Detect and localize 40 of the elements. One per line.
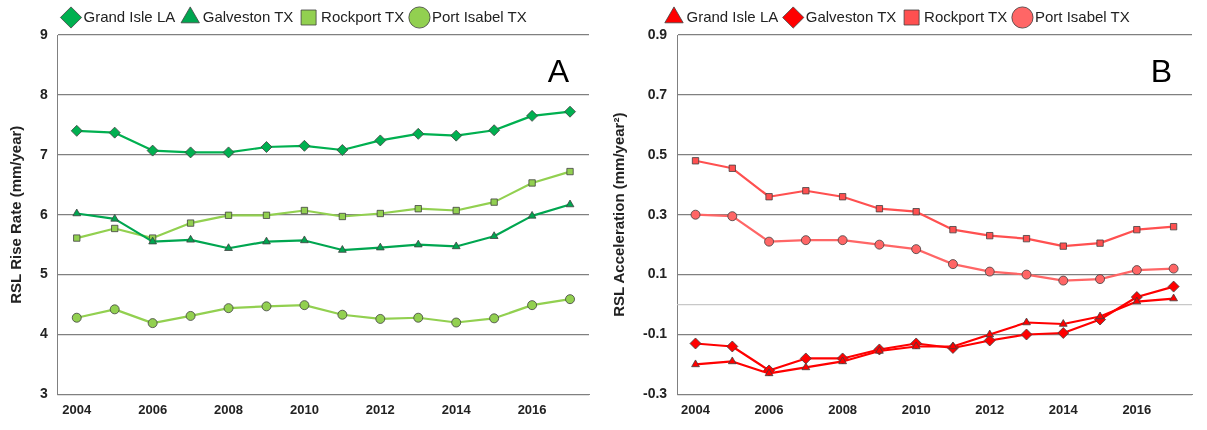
- y-tick-label: 8: [39, 85, 48, 102]
- x-tick-label: 2008: [828, 401, 858, 417]
- legend-label: Rockport TX: [924, 7, 1008, 25]
- y-tick-label: 0.9: [647, 25, 668, 42]
- legend-label: Port Isabel TX: [1034, 7, 1130, 25]
- y-tick-label: 6: [39, 205, 48, 222]
- y-tick-label: 7: [39, 145, 48, 162]
- y-tick-label: 0.7: [647, 85, 668, 102]
- y-tick-label: 4: [39, 325, 48, 342]
- x-tick-label: 2012: [975, 401, 1005, 417]
- y-tick-label: 0.5: [647, 145, 668, 162]
- x-tick-label: 2012: [365, 401, 395, 417]
- legend-label: Port Isabel TX: [431, 7, 527, 25]
- x-tick-label: 2004: [681, 401, 711, 417]
- y-tick-label: 3: [39, 385, 48, 402]
- legend-label: Galveston TX: [805, 7, 897, 25]
- x-tick-label: 2004: [62, 401, 92, 417]
- x-tick-label: 2006: [138, 401, 168, 417]
- x-tick-label: 2014: [441, 401, 472, 417]
- legend-label: Grand Isle LA: [686, 7, 779, 25]
- y-tick-label: -0.3: [643, 385, 668, 402]
- legend-label: Grand Isle LA: [83, 7, 176, 25]
- x-tick-label: 2008: [214, 401, 243, 417]
- y-tick-label: 5: [39, 265, 48, 282]
- y-tick-label: 0.3: [647, 205, 668, 222]
- y-tick-label: 9: [39, 25, 48, 42]
- x-tick-label: 2016: [1122, 401, 1152, 417]
- legend-label: Rockport TX: [321, 7, 405, 25]
- x-tick-label: 2010: [289, 401, 319, 417]
- legend-label: Galveston TX: [202, 7, 294, 25]
- y-axis-title: RSL Rise Rate (mm/year): [7, 125, 25, 304]
- y-tick-label: 0.1: [647, 265, 668, 282]
- x-tick-label: 2016: [517, 401, 547, 417]
- y-tick-label: -0.1: [643, 325, 668, 342]
- x-tick-label: 2014: [1048, 401, 1079, 417]
- annotation: B: [1150, 52, 1172, 89]
- x-tick-label: 2006: [754, 401, 784, 417]
- y-axis-title: RSL Acceleration (mm/year²): [610, 112, 628, 317]
- x-tick-label: 2010: [901, 401, 931, 417]
- annotation: A: [547, 52, 570, 89]
